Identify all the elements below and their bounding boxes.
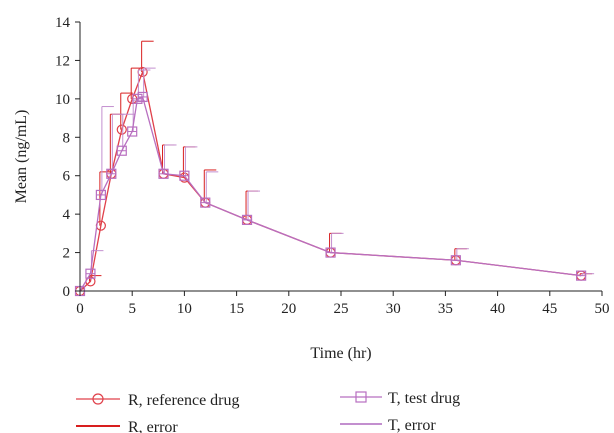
legend-label-r-reference: R, reference drug xyxy=(128,392,240,409)
y-tick-label: 10 xyxy=(55,92,70,108)
legend: R, reference drug R, error T, test drug … xyxy=(76,390,460,433)
x-tick-label: 45 xyxy=(542,301,557,317)
legend-label-t-test: T, test drug xyxy=(388,390,460,407)
x-tick-label: 20 xyxy=(281,301,296,317)
y-tick-label: 6 xyxy=(63,169,71,185)
plot-area xyxy=(74,40,595,297)
y-tick-label: 12 xyxy=(55,53,70,69)
x-tick-label: 25 xyxy=(334,301,349,317)
x-tick-label: 10 xyxy=(177,301,192,317)
legend-item-t-error[interactable]: T, error xyxy=(340,417,436,433)
x-tick-label: 5 xyxy=(128,301,136,317)
x-tick-label: 30 xyxy=(386,301,401,317)
legend-label-t-error: T, error xyxy=(388,417,436,433)
series-t-test xyxy=(74,67,595,297)
x-tick-label: 50 xyxy=(595,301,610,317)
y-tick-label: 8 xyxy=(63,130,71,146)
legend-marker-square-icon xyxy=(355,391,367,403)
x-axis-title: Time (hr) xyxy=(310,345,371,362)
series-line xyxy=(79,96,582,292)
data-point xyxy=(116,124,127,135)
legend-item-t-test[interactable]: T, test drug xyxy=(340,390,460,407)
y-axis-title: Mean (ng/mL) xyxy=(13,110,30,204)
legend-item-r-reference[interactable]: R, reference drug xyxy=(76,392,240,409)
y-tick-label: 4 xyxy=(63,207,71,223)
series-line xyxy=(79,69,582,292)
legend-item-r-error[interactable]: R, error xyxy=(76,419,178,433)
x-tick-label: 15 xyxy=(229,301,244,317)
x-tick-label: 35 xyxy=(438,301,453,317)
x-tick-label: 0 xyxy=(76,301,84,317)
x-tick-label: 40 xyxy=(490,301,505,317)
y-tick-label: 14 xyxy=(55,15,71,31)
y-tick-label: 2 xyxy=(63,246,71,262)
legend-marker-circle-icon xyxy=(92,393,104,405)
y-tick-label: 0 xyxy=(63,284,71,300)
axes: 0 5 10 15 20 25 30 35 40 45 50 0 2 4 6 8 10 12 14 xyxy=(55,15,610,317)
legend-label-r-error: R, error xyxy=(128,419,178,433)
